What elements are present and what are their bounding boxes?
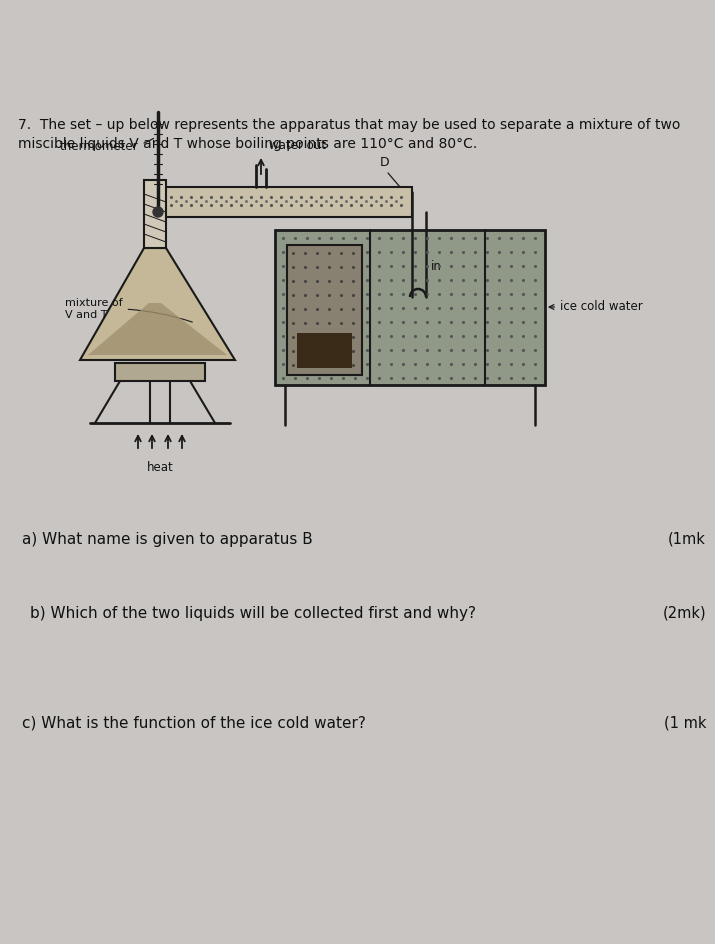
Text: heat: heat <box>147 461 173 474</box>
Text: mixture of
V and T: mixture of V and T <box>65 298 192 322</box>
Text: (1mk: (1mk <box>668 532 706 547</box>
Text: a) What name is given to apparatus B: a) What name is given to apparatus B <box>22 532 312 547</box>
Bar <box>287 245 362 375</box>
Text: D: D <box>380 156 390 169</box>
Text: 7.  The set – up below represents the apparatus that may be used to separate a m: 7. The set – up below represents the app… <box>18 118 681 132</box>
Text: (2mk): (2mk) <box>662 606 706 621</box>
Text: thermometer: thermometer <box>60 139 154 153</box>
Bar <box>164 187 412 217</box>
Text: water out: water out <box>269 139 326 152</box>
Bar <box>115 363 205 381</box>
Bar <box>144 180 166 248</box>
Bar <box>297 333 352 368</box>
Polygon shape <box>88 303 227 355</box>
Text: miscible liquids V and T whose boiling points are 110°C and 80°C.: miscible liquids V and T whose boiling p… <box>18 137 477 151</box>
Text: (1 mk: (1 mk <box>664 716 706 731</box>
Text: c) What is the function of the ice cold water?: c) What is the function of the ice cold … <box>22 716 366 731</box>
Text: b) Which of the two liquids will be collected first and why?: b) Which of the two liquids will be coll… <box>30 606 476 621</box>
Text: ice cold water: ice cold water <box>549 300 643 313</box>
Text: in: in <box>431 261 442 274</box>
Bar <box>275 230 545 385</box>
Polygon shape <box>80 248 235 360</box>
Circle shape <box>153 207 163 217</box>
